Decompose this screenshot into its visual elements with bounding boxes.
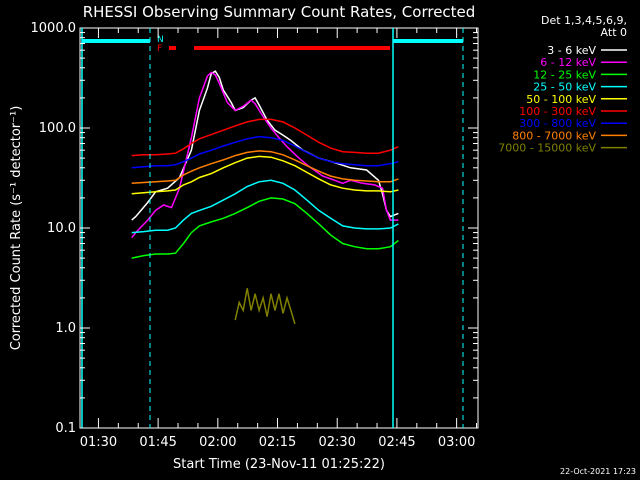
x-axis-label: Start Time (23-Nov-11 01:25:22): [173, 457, 385, 472]
x-tick-label: 02:30: [318, 435, 355, 450]
x-axis: 01:30 01:45 02:00 02:15 02:30 02:45 03:00: [80, 28, 478, 450]
legend-label: 12 - 25 keV: [533, 68, 596, 81]
y-tick-label: 100.0: [39, 121, 76, 136]
x-tick-label: 01:30: [80, 435, 117, 450]
legend-label: 50 - 100 keV: [526, 93, 596, 106]
series-layer: [131, 70, 399, 325]
x-tick-label: 03:00: [438, 435, 475, 450]
legend-label: 7000 - 15000 keV: [498, 142, 596, 155]
legend-label: 300 - 800 keV: [519, 117, 596, 130]
legend-label: 3 - 6 keV: [547, 44, 596, 57]
series-line-3: [131, 179, 399, 234]
legend-label: 6 - 12 keV: [540, 56, 596, 69]
series-line-0: [131, 70, 399, 221]
series-line-7: [131, 150, 399, 185]
legend-label: 800 - 7000 keV: [512, 129, 596, 142]
series-line-5: [131, 118, 399, 157]
y-tick-label: 1000.0: [31, 21, 77, 36]
x-tick-label: 02:45: [378, 435, 415, 450]
y-axis-label: Corrected Count Rate (s⁻¹ detector⁻¹): [9, 106, 24, 351]
observing-flags: N F: [82, 35, 463, 54]
x-tick-label: 02:15: [259, 435, 296, 450]
legend-header-line-1: Det 1,3,4,5,6,9,: [541, 14, 627, 27]
y-axis: 0.1 1.0 10.0 100.0 1000.0: [31, 21, 478, 436]
night-flag-label: N: [157, 35, 164, 45]
footer-timestamp: 22-Oct-2021 17:23: [560, 467, 636, 476]
series-line-1: [131, 71, 399, 239]
legend-label: 100 - 300 keV: [519, 105, 596, 118]
y-tick-label: 1.0: [55, 321, 76, 336]
series-line-6: [131, 135, 399, 169]
flare-flag-label: F: [157, 44, 162, 54]
y-tick-label: 0.1: [55, 421, 76, 436]
series-line-4: [131, 155, 399, 195]
legend-header-line-2: Att 0: [601, 26, 627, 39]
legend-label: 25 - 50 keV: [533, 81, 596, 94]
x-tick-label: 01:45: [139, 435, 176, 450]
x-tick-label: 02:00: [199, 435, 236, 450]
y-tick-label: 10.0: [47, 221, 76, 236]
chart-title: RHESSI Observing Summary Count Rates, Co…: [83, 3, 476, 21]
series-line-8: [234, 288, 296, 325]
series-line-2: [131, 197, 399, 259]
